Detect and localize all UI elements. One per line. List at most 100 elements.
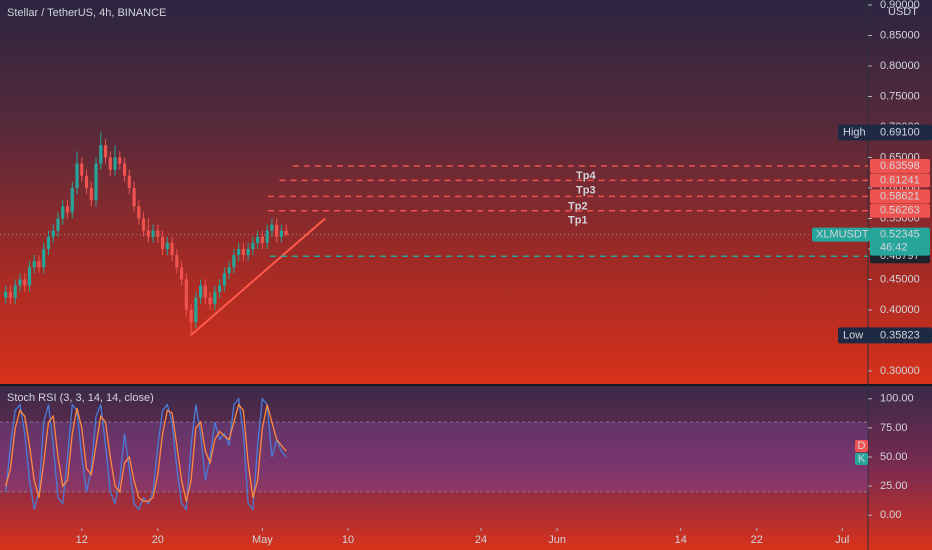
candle-body — [42, 248, 46, 268]
target-price: 0.56263 — [880, 205, 920, 217]
candle-body — [46, 236, 51, 249]
level-badge — [838, 124, 932, 141]
y-tick-label: 75.00 — [880, 422, 908, 434]
target-price-badge — [870, 189, 930, 204]
candle-body — [218, 285, 222, 292]
candle-body — [37, 261, 41, 268]
target-price: 0.63598 — [880, 160, 920, 172]
x-tick-label: Jul — [835, 534, 849, 546]
candle-body — [165, 242, 169, 249]
legend-name: D — [858, 440, 866, 452]
x-tick-label: Jun — [548, 534, 566, 546]
candle-body — [127, 175, 131, 188]
symbol-name: XLMUSDT — [816, 229, 869, 241]
y-tick-label: 0.00 — [880, 509, 901, 521]
candle-body — [75, 163, 79, 188]
candle-body — [208, 297, 212, 304]
candle-body — [170, 242, 174, 256]
candle-body — [141, 218, 146, 231]
target-price: 0.61241 — [880, 174, 920, 186]
candle-body — [51, 230, 55, 237]
candle-body — [13, 285, 17, 298]
legend-badge — [855, 440, 868, 452]
current-price: 0.52345 — [880, 229, 920, 241]
target-name: Tp3 — [576, 184, 596, 196]
target-price-badge — [870, 173, 930, 188]
x-tick-label: 10 — [342, 534, 354, 546]
legend-badge — [855, 453, 868, 465]
candle-body — [137, 206, 141, 219]
target-price-badge — [870, 159, 930, 174]
stoch-band-fill — [0, 422, 868, 492]
candle-body — [194, 297, 198, 323]
candle-body — [32, 261, 36, 268]
candle-body — [27, 267, 32, 286]
y-tick-label: 0.75000 — [880, 90, 920, 102]
candle-body — [94, 163, 98, 201]
candle-body — [184, 279, 188, 310]
level-price: 0.35823 — [880, 329, 920, 341]
stoch-line — [5, 403, 287, 502]
trendline — [190, 217, 326, 336]
candle-body — [270, 224, 274, 231]
target-name: Tp4 — [576, 170, 596, 182]
candle-body — [65, 206, 70, 213]
y-tick-label: 0.90000 — [880, 0, 920, 11]
candle-body — [80, 163, 84, 176]
y-tick-label: 100.00 — [880, 393, 914, 405]
candle-body — [213, 291, 217, 304]
candle-body — [61, 206, 65, 219]
candle-body — [189, 309, 193, 323]
candle-body — [4, 291, 8, 298]
candle-body — [256, 236, 260, 243]
candle-body — [8, 291, 13, 298]
candle-body — [227, 267, 231, 274]
candle-body — [241, 248, 245, 256]
symbol-badge — [812, 227, 870, 242]
candle-body — [70, 187, 74, 213]
candle-body — [118, 157, 122, 164]
level-badge — [838, 327, 932, 344]
candle-body — [237, 248, 241, 256]
chart-title: Stellar / TetherUS, 4h, BINANCE — [7, 7, 166, 19]
candle-body — [203, 285, 207, 298]
candle-body — [275, 224, 279, 237]
x-tick-label: 24 — [475, 534, 487, 546]
x-tick-label: 14 — [675, 534, 687, 546]
candle-body — [156, 230, 160, 237]
candle-body — [284, 230, 288, 235]
candle-body — [175, 255, 179, 268]
y-tick-label: 0.45000 — [880, 273, 920, 285]
target-name: Tp2 — [568, 200, 588, 212]
target-price-badge — [870, 203, 930, 218]
candle-body — [108, 157, 112, 170]
y-tick-label: 25.00 — [880, 480, 908, 492]
candle-body — [179, 267, 184, 280]
target-price: 0.58621 — [880, 190, 920, 202]
level-price: 0.69100 — [880, 126, 920, 138]
countdown: 46:42 — [880, 242, 908, 254]
y-tick-label: 50.00 — [880, 451, 908, 463]
candle-body — [132, 187, 136, 207]
candle-body — [279, 230, 284, 237]
candle-body — [89, 187, 93, 201]
axis-unit: USDT — [888, 6, 918, 18]
main-pane — [0, 0, 932, 384]
target-name: Tp1 — [568, 215, 588, 227]
candle-body — [151, 230, 155, 237]
candle-body — [246, 248, 250, 256]
candle-body — [113, 157, 117, 170]
candle-body — [199, 285, 203, 298]
candle-body — [23, 279, 27, 286]
candle-body — [122, 163, 127, 176]
x-tick-label: 20 — [152, 534, 164, 546]
candle-body — [232, 255, 236, 268]
candle-body — [146, 230, 150, 237]
current-price-badge — [870, 227, 930, 256]
indicator-title: Stoch RSI (3, 3, 14, 14, close) — [7, 392, 154, 404]
candle-body — [251, 242, 255, 249]
y-tick-label: 0.30000 — [880, 365, 920, 377]
level-name: High — [843, 126, 866, 138]
candle-body — [56, 218, 60, 231]
